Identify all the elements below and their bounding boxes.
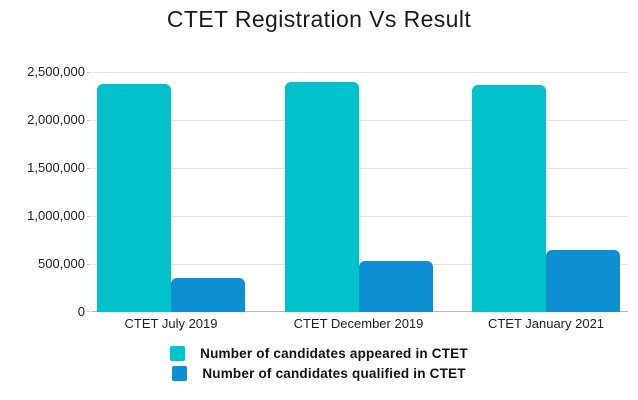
gridline — [92, 120, 628, 121]
y-axis-tick — [87, 120, 91, 121]
y-tick-label: 1,500,000 — [27, 160, 85, 175]
y-tick-label: 2,000,000 — [27, 112, 85, 127]
gridline — [92, 168, 628, 169]
x-category-label: CTET January 2021 — [487, 316, 605, 331]
legend-swatch-icon — [172, 365, 188, 381]
x-category-label: CTET December 2019 — [293, 316, 424, 331]
y-axis-tick — [87, 216, 91, 217]
legend-swatch-icon — [170, 345, 186, 361]
chart-title: CTET Registration Vs Result — [166, 6, 472, 32]
bar — [97, 83, 171, 312]
y-axis-tick — [87, 264, 91, 265]
legend-row: Number of candidates appeared in CTET — [0, 344, 638, 362]
y-axis-tick — [87, 72, 91, 73]
legend-label: Number of candidates qualified in CTET — [202, 365, 466, 381]
bar — [358, 261, 433, 312]
bar-group — [472, 72, 620, 312]
gridline — [92, 72, 628, 73]
y-axis-tick — [87, 311, 91, 312]
bar-groups — [92, 72, 628, 312]
x-category-label: CTET July 2019 — [124, 316, 218, 331]
bar-group — [97, 72, 245, 312]
gridline — [92, 216, 628, 217]
y-tick-label: 2,500,000 — [27, 64, 85, 79]
legend-label: Number of candidates appeared in CTET — [200, 345, 468, 361]
bar-group — [284, 72, 433, 312]
bar — [284, 81, 359, 312]
y-tick-label: 0 — [77, 304, 85, 319]
y-axis-tick — [87, 168, 91, 169]
y-tick-label: 500,000 — [38, 256, 85, 271]
plot-area — [87, 72, 628, 312]
bar — [546, 250, 620, 312]
y-tick-label: 1,000,000 — [27, 208, 85, 223]
legend: Number of candidates appeared in CTET Num… — [0, 344, 638, 382]
bar — [171, 278, 245, 312]
y-axis-labels: 0 500,000 1,000,000 1,500,000 2,000,000 2,500… — [0, 64, 85, 319]
bar — [472, 85, 546, 312]
legend-row: Number of candidates qualified in CTET — [0, 364, 638, 382]
x-axis-labels: CTET July 2019 CTET December 2019 CTET Jan… — [92, 316, 628, 331]
